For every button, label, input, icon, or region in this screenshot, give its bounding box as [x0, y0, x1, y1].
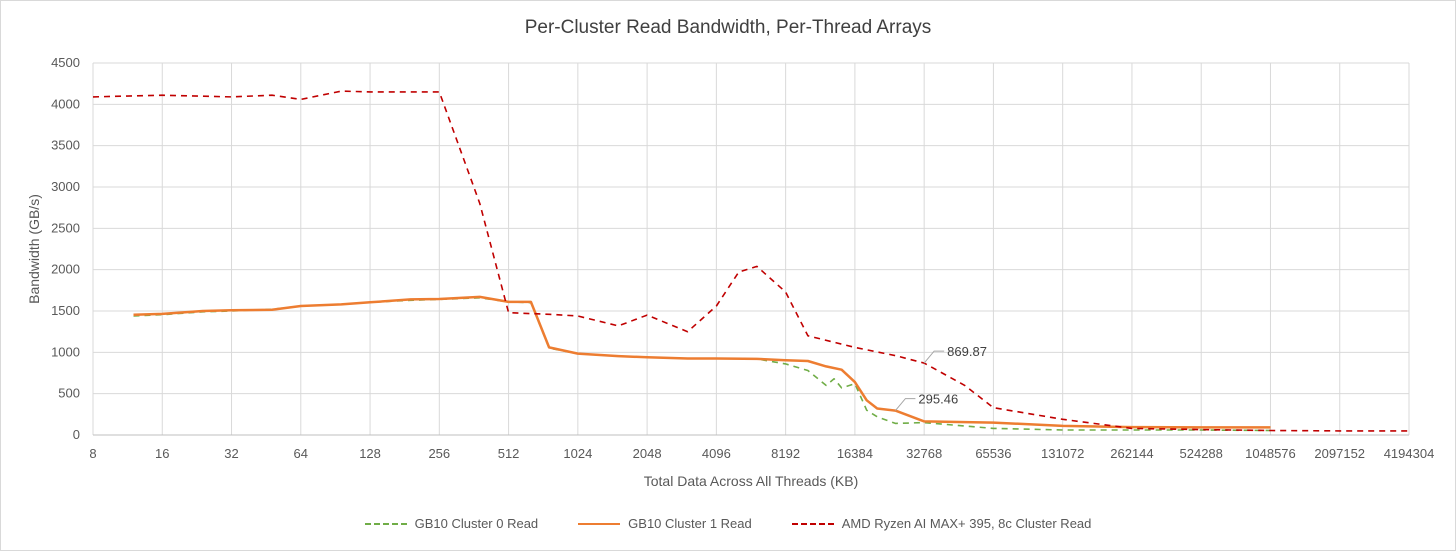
chart-title: Per-Cluster Read Bandwidth, Per-Thread A… — [524, 17, 932, 38]
legend-swatch — [578, 522, 621, 525]
x-tick-label: 32 — [224, 446, 238, 461]
x-tick-label: 16 — [155, 446, 169, 461]
annotation-leader — [923, 350, 945, 364]
y-tick-label: 1500 — [51, 303, 80, 318]
annotation-label: 869.87 — [947, 344, 987, 359]
x-tick-label: 4096 — [702, 446, 731, 461]
x-tick-label: 131072 — [1041, 446, 1084, 461]
y-axis-title: Bandwidth (GB/s) — [26, 194, 42, 304]
y-tick-labels: 0 500 1000 1500 2000 2500 3000 3500 4000 4500 — [51, 55, 80, 442]
y-tick-label: 3000 — [51, 179, 80, 194]
annotations: 869.87 295.46 — [895, 344, 987, 411]
grid-lines — [92, 62, 1410, 436]
legend-swatch — [791, 522, 834, 525]
x-tick-label: 512 — [498, 446, 520, 461]
legend: GB10 Cluster 0 Read GB10 Cluster 1 Read AM… — [0, 516, 1456, 531]
x-tick-label: 2048 — [633, 446, 662, 461]
legend-label: GB10 Cluster 0 Read — [414, 516, 539, 531]
y-tick-label: 4000 — [51, 96, 80, 111]
legend-item-0: GB10 Cluster 0 Read — [364, 516, 539, 531]
y-tick-label: 500 — [58, 386, 80, 401]
legend-item-2: AMD Ryzen AI MAX+ 395, 8c Cluster Read — [791, 516, 1092, 531]
legend-swatch — [364, 522, 407, 525]
x-tick-label: 8192 — [771, 446, 800, 461]
x-tick-labels: 8 16 32 64 128 256 512 1024 2048 4096 8192 16384 327… — [89, 446, 1434, 461]
x-tick-label: 8 — [89, 446, 96, 461]
x-tick-label: 32768 — [906, 446, 942, 461]
y-tick-label: 4500 — [51, 55, 80, 70]
x-tick-label: 1048576 — [1245, 446, 1296, 461]
y-tick-label: 2000 — [51, 262, 80, 277]
legend-item-1: GB10 Cluster 1 Read — [578, 516, 752, 531]
series-lines — [92, 90, 1409, 432]
x-tick-label: 262144 — [1110, 446, 1153, 461]
series-line-0 — [133, 297, 1271, 432]
x-tick-label: 65536 — [975, 446, 1011, 461]
x-tick-label: 16384 — [837, 446, 873, 461]
x-tick-label: 256 — [428, 446, 450, 461]
x-tick-label: 64 — [294, 446, 308, 461]
y-tick-label: 0 — [73, 427, 80, 442]
series-line-2 — [92, 90, 1409, 432]
x-axis-title: Total Data Across All Threads (KB) — [644, 473, 859, 489]
y-tick-label: 3500 — [51, 138, 80, 153]
annotation-leader — [895, 398, 916, 411]
legend-label: AMD Ryzen AI MAX+ 395, 8c Cluster Read — [841, 516, 1092, 531]
x-tick-label: 4194304 — [1384, 446, 1435, 461]
legend-label: GB10 Cluster 1 Read — [628, 516, 752, 531]
x-tick-label: 1024 — [563, 446, 592, 461]
y-tick-label: 1000 — [51, 344, 80, 359]
y-tick-label: 2500 — [51, 220, 80, 235]
x-tick-label: 524288 — [1180, 446, 1223, 461]
x-tick-label: 2097152 — [1314, 446, 1365, 461]
x-tick-label: 128 — [359, 446, 381, 461]
annotation-label: 295.46 — [918, 392, 958, 407]
series-line-1 — [133, 295, 1271, 429]
